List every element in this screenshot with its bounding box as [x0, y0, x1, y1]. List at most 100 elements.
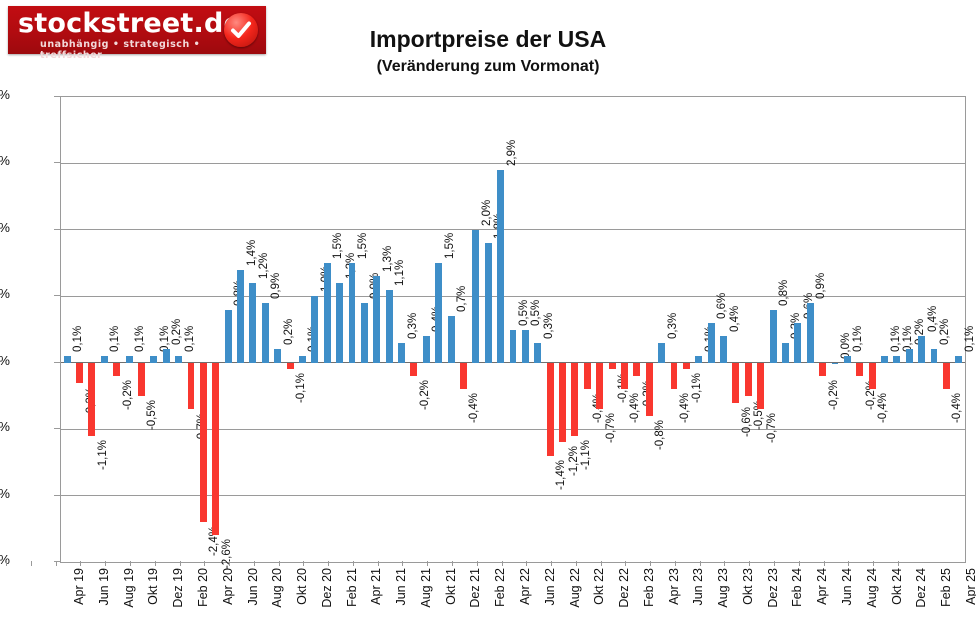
chart-bar: [794, 322, 802, 363]
y-axis-tick-mark: [54, 295, 60, 297]
x-axis-tick-mark: [773, 561, 775, 566]
chart-bar: [113, 362, 121, 376]
chart-bar: [63, 356, 71, 363]
chart-bar: [732, 362, 740, 403]
chart-bar: [670, 362, 678, 390]
chart-bar: [360, 302, 368, 363]
x-axis-tick-label: Okt 21: [443, 568, 458, 605]
chart-bar: [596, 362, 604, 410]
bar-value-label: 0,1%: [852, 325, 865, 353]
chart-bar: [175, 356, 183, 363]
x-axis-tick-mark: [179, 561, 181, 566]
x-axis-tick-mark: [154, 561, 156, 566]
x-axis-tick-mark: [402, 561, 404, 566]
chart-bar: [224, 309, 232, 363]
bar-value-label: 0,5%: [530, 299, 543, 326]
chart-bar: [484, 243, 492, 363]
bar-value-label: -1,2%: [567, 446, 580, 477]
x-axis-tick-mark: [798, 561, 800, 566]
bar-value-label: -0,4%: [678, 393, 691, 424]
y-axis-tick-label: 2,0%: [0, 220, 10, 235]
chart-bar: [893, 356, 901, 363]
chart-bar: [930, 349, 938, 363]
y-axis-tick-mark: [54, 96, 60, 97]
x-axis-tick-label: Dez 20: [319, 568, 334, 608]
chart-bar: [843, 356, 851, 363]
bar-value-label: 0,0%: [839, 332, 852, 359]
y-axis-tick-label: 1,0%: [0, 286, 10, 301]
bar-value-label: -0,2%: [418, 380, 431, 411]
chart-bar: [806, 302, 814, 363]
chart-bar: [88, 362, 96, 436]
x-axis-tick-mark: [650, 561, 652, 566]
chart-bar: [274, 349, 282, 363]
chart-bar: [199, 362, 207, 523]
chart-bar: [447, 316, 455, 363]
bar-value-label: 1,4%: [245, 239, 258, 266]
x-axis-tick-label: Apr 21: [369, 568, 384, 605]
bar-value-label: 0,1%: [889, 325, 902, 353]
chart-bar: [150, 356, 158, 363]
x-axis-tick-mark: [897, 561, 899, 566]
bar-value-label: 0,1%: [183, 325, 196, 353]
x-axis-tick-label: Apr 22: [518, 568, 532, 605]
chart-bar: [385, 289, 393, 363]
chart-bar: [187, 362, 195, 410]
x-axis-tick-label: Aug 24: [864, 568, 879, 608]
chart-bar: [905, 349, 913, 363]
chart-bar: [633, 362, 641, 376]
x-axis-tick-label: Dez 21: [468, 568, 483, 608]
bar-value-label: 0,1%: [109, 325, 122, 353]
logo-tagline: unabhängig • strategisch • treffsicher: [40, 39, 201, 61]
chart-bar: [881, 356, 888, 363]
x-axis-tick-mark: [848, 561, 850, 566]
x-axis-tick-label: Feb 22: [493, 568, 508, 607]
bar-value-label: 0,3%: [542, 312, 555, 339]
y-axis-tick-mark: [54, 494, 60, 496]
bar-value-label: 0,4%: [926, 305, 939, 333]
x-axis-tick-label: Feb 21: [344, 568, 359, 607]
x-axis-tick-label: Apr 23: [666, 568, 681, 605]
x-axis-tick-mark: [253, 561, 255, 566]
x-axis-tick-mark: [55, 561, 57, 566]
bar-value-label: 0,8%: [778, 279, 791, 306]
x-axis-tick-mark: [105, 561, 107, 566]
chart-bar: [76, 362, 84, 383]
zero-axis-line: [61, 362, 965, 364]
x-axis-tick-mark: [328, 561, 330, 566]
chart-bar: [398, 342, 405, 363]
x-axis-tick-label: Apr 20: [220, 568, 235, 605]
gridline: [61, 428, 965, 430]
x-axis-tick-mark: [30, 561, 32, 566]
x-axis-tick-mark: [699, 561, 701, 566]
bar-value-label: -0,2%: [121, 380, 134, 411]
bar-value-label: 0,9%: [815, 272, 828, 299]
bar-value-label: 0,1%: [158, 325, 171, 353]
bar-value-label: 0,4%: [728, 305, 741, 333]
chart-bar: [162, 349, 170, 363]
x-axis-tick-mark: [476, 561, 478, 566]
x-axis-tick-label: Okt 19: [146, 568, 161, 605]
x-axis-tick-label: Jun 23: [691, 568, 706, 606]
bar-value-label: -1,1%: [579, 439, 592, 470]
x-axis-tick-mark: [749, 561, 751, 566]
chart-bar: [459, 362, 467, 390]
bar-value-label: -0,7%: [765, 413, 778, 444]
chart-bar: [261, 302, 269, 363]
x-axis-tick-label: Aug 20: [270, 568, 285, 608]
chart-bar: [410, 362, 418, 376]
chart-bar: [138, 362, 145, 396]
x-axis-tick-mark: [204, 561, 206, 566]
x-axis-tick-label: Apr 25: [963, 568, 976, 605]
x-axis-tick-mark: [80, 561, 82, 566]
chart-bar: [955, 356, 963, 363]
x-axis-tick-mark: [526, 561, 528, 566]
y-axis-tick-label: 4,0%: [0, 87, 10, 102]
x-axis-tick-label: Okt 20: [295, 568, 310, 605]
x-axis-tick-mark: [427, 561, 429, 566]
y-axis-tick-label: 0,0%: [0, 353, 10, 368]
chart-bar: [100, 356, 108, 363]
x-axis-tick-label: Feb 25: [939, 568, 954, 607]
x-axis-tick-label: Jun 22: [542, 568, 557, 606]
chart-bar: [521, 329, 529, 363]
